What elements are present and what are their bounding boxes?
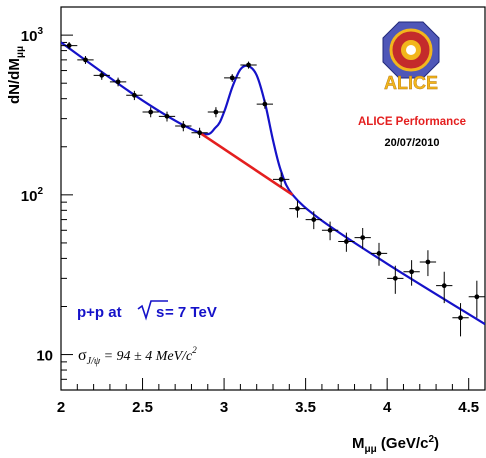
data-marker: [131, 92, 137, 98]
data-point: [93, 71, 110, 80]
data-marker: [425, 259, 431, 265]
x-axis-title-main: M: [352, 435, 365, 452]
data-marker: [327, 227, 333, 233]
data-marker: [99, 72, 105, 78]
data-marker: [164, 113, 170, 119]
data-point: [240, 61, 257, 69]
y-tick-label: 102: [21, 186, 44, 205]
x-axis-title-sub: μμ: [365, 444, 377, 455]
data-marker: [115, 79, 121, 85]
x-tick-label: 2.5: [132, 399, 153, 416]
data-marker: [441, 283, 447, 289]
data-point: [273, 172, 290, 187]
x-axis-title-close: ): [434, 435, 439, 452]
data-point: [191, 127, 208, 138]
x-tick-label: 3: [220, 399, 228, 416]
data-point: [142, 107, 159, 118]
data-point: [77, 56, 94, 64]
data-marker: [262, 101, 268, 107]
data-point: [403, 260, 420, 286]
data-marker: [392, 275, 398, 281]
performance-label: ALICE Performance: [358, 116, 466, 128]
data-point: [207, 107, 225, 118]
x-axis-title: Mμμ (GeV/c2): [352, 434, 439, 455]
sqrt-sign: [137, 300, 168, 321]
data-marker: [66, 43, 72, 48]
background-fit-curve: [198, 131, 294, 196]
logo-center: [406, 45, 416, 55]
logo-text: ALICE: [384, 73, 438, 93]
y-tick-label: 10: [36, 348, 53, 365]
data-point: [452, 303, 469, 337]
data-marker: [409, 269, 415, 275]
x-axis-title-unit: (GeV/c: [377, 435, 429, 452]
data-point: [370, 242, 388, 266]
total-fit-curve: [61, 41, 485, 326]
energy-label-prefix: p+p at: [77, 304, 122, 321]
data-point: [224, 74, 241, 82]
sigma-text: = 94 ± 4 MeV/c: [100, 349, 193, 364]
data-point: [61, 42, 78, 50]
data-point: [436, 271, 453, 304]
sigma-sub: J/ψ: [87, 356, 101, 367]
data-point: [289, 200, 306, 218]
data-marker: [180, 123, 186, 129]
x-axis-title-sup: 2: [428, 434, 434, 445]
data-marker: [295, 206, 300, 212]
data-marker: [278, 176, 284, 182]
data-point: [305, 211, 322, 230]
data-point: [468, 280, 485, 318]
axis-tick-labels: 2 2.5 3 3.5 4 4.5 10 102 103: [21, 26, 479, 416]
data-point: [256, 99, 273, 109]
data-point: [126, 90, 143, 101]
data-marker: [360, 235, 366, 240]
x-tick-label: 3.5: [295, 399, 316, 416]
y-axis-title: dN/dMμμ: [6, 46, 26, 104]
data-point: [419, 250, 437, 277]
energy-label-suffix: = 7 TeV: [165, 304, 217, 321]
data-marker: [458, 315, 463, 321]
data-marker: [148, 109, 154, 115]
sigma-annotation: σJ/ψ = 94 ± 4 MeV/c2: [78, 345, 197, 367]
data-points: [61, 42, 485, 337]
data-point: [354, 228, 371, 249]
y-axis-title-main: dN/dM: [6, 58, 23, 104]
y-axis-title-sub: μμ: [15, 46, 26, 58]
data-point: [158, 111, 176, 122]
data-point: [321, 221, 339, 241]
sigma-sup: 2: [192, 345, 197, 355]
data-marker: [474, 294, 480, 300]
data-marker: [311, 217, 317, 222]
data-point: [387, 265, 404, 294]
y-tick-label: 103: [21, 26, 44, 45]
data-marker: [229, 75, 235, 81]
data-marker: [376, 250, 382, 256]
data-marker: [246, 62, 251, 68]
data-point: [338, 232, 355, 252]
data-marker: [343, 239, 349, 244]
date-label: 20/07/2010: [384, 137, 439, 149]
data-marker: [83, 57, 88, 63]
x-tick-label: 4: [383, 399, 392, 416]
sigma-symbol: σ: [78, 347, 87, 364]
energy-label: p+p at s = 7 TeV: [77, 300, 217, 321]
data-point: [175, 120, 192, 132]
alice-logo: ALICE: [382, 21, 440, 93]
axis-ticks: [60, 34, 486, 391]
energy-label-root: s: [156, 304, 164, 321]
data-marker: [213, 109, 219, 115]
data-marker: [197, 130, 203, 136]
x-tick-label: 2: [57, 399, 65, 416]
x-tick-label: 4.5: [458, 399, 479, 416]
data-point: [109, 77, 127, 87]
